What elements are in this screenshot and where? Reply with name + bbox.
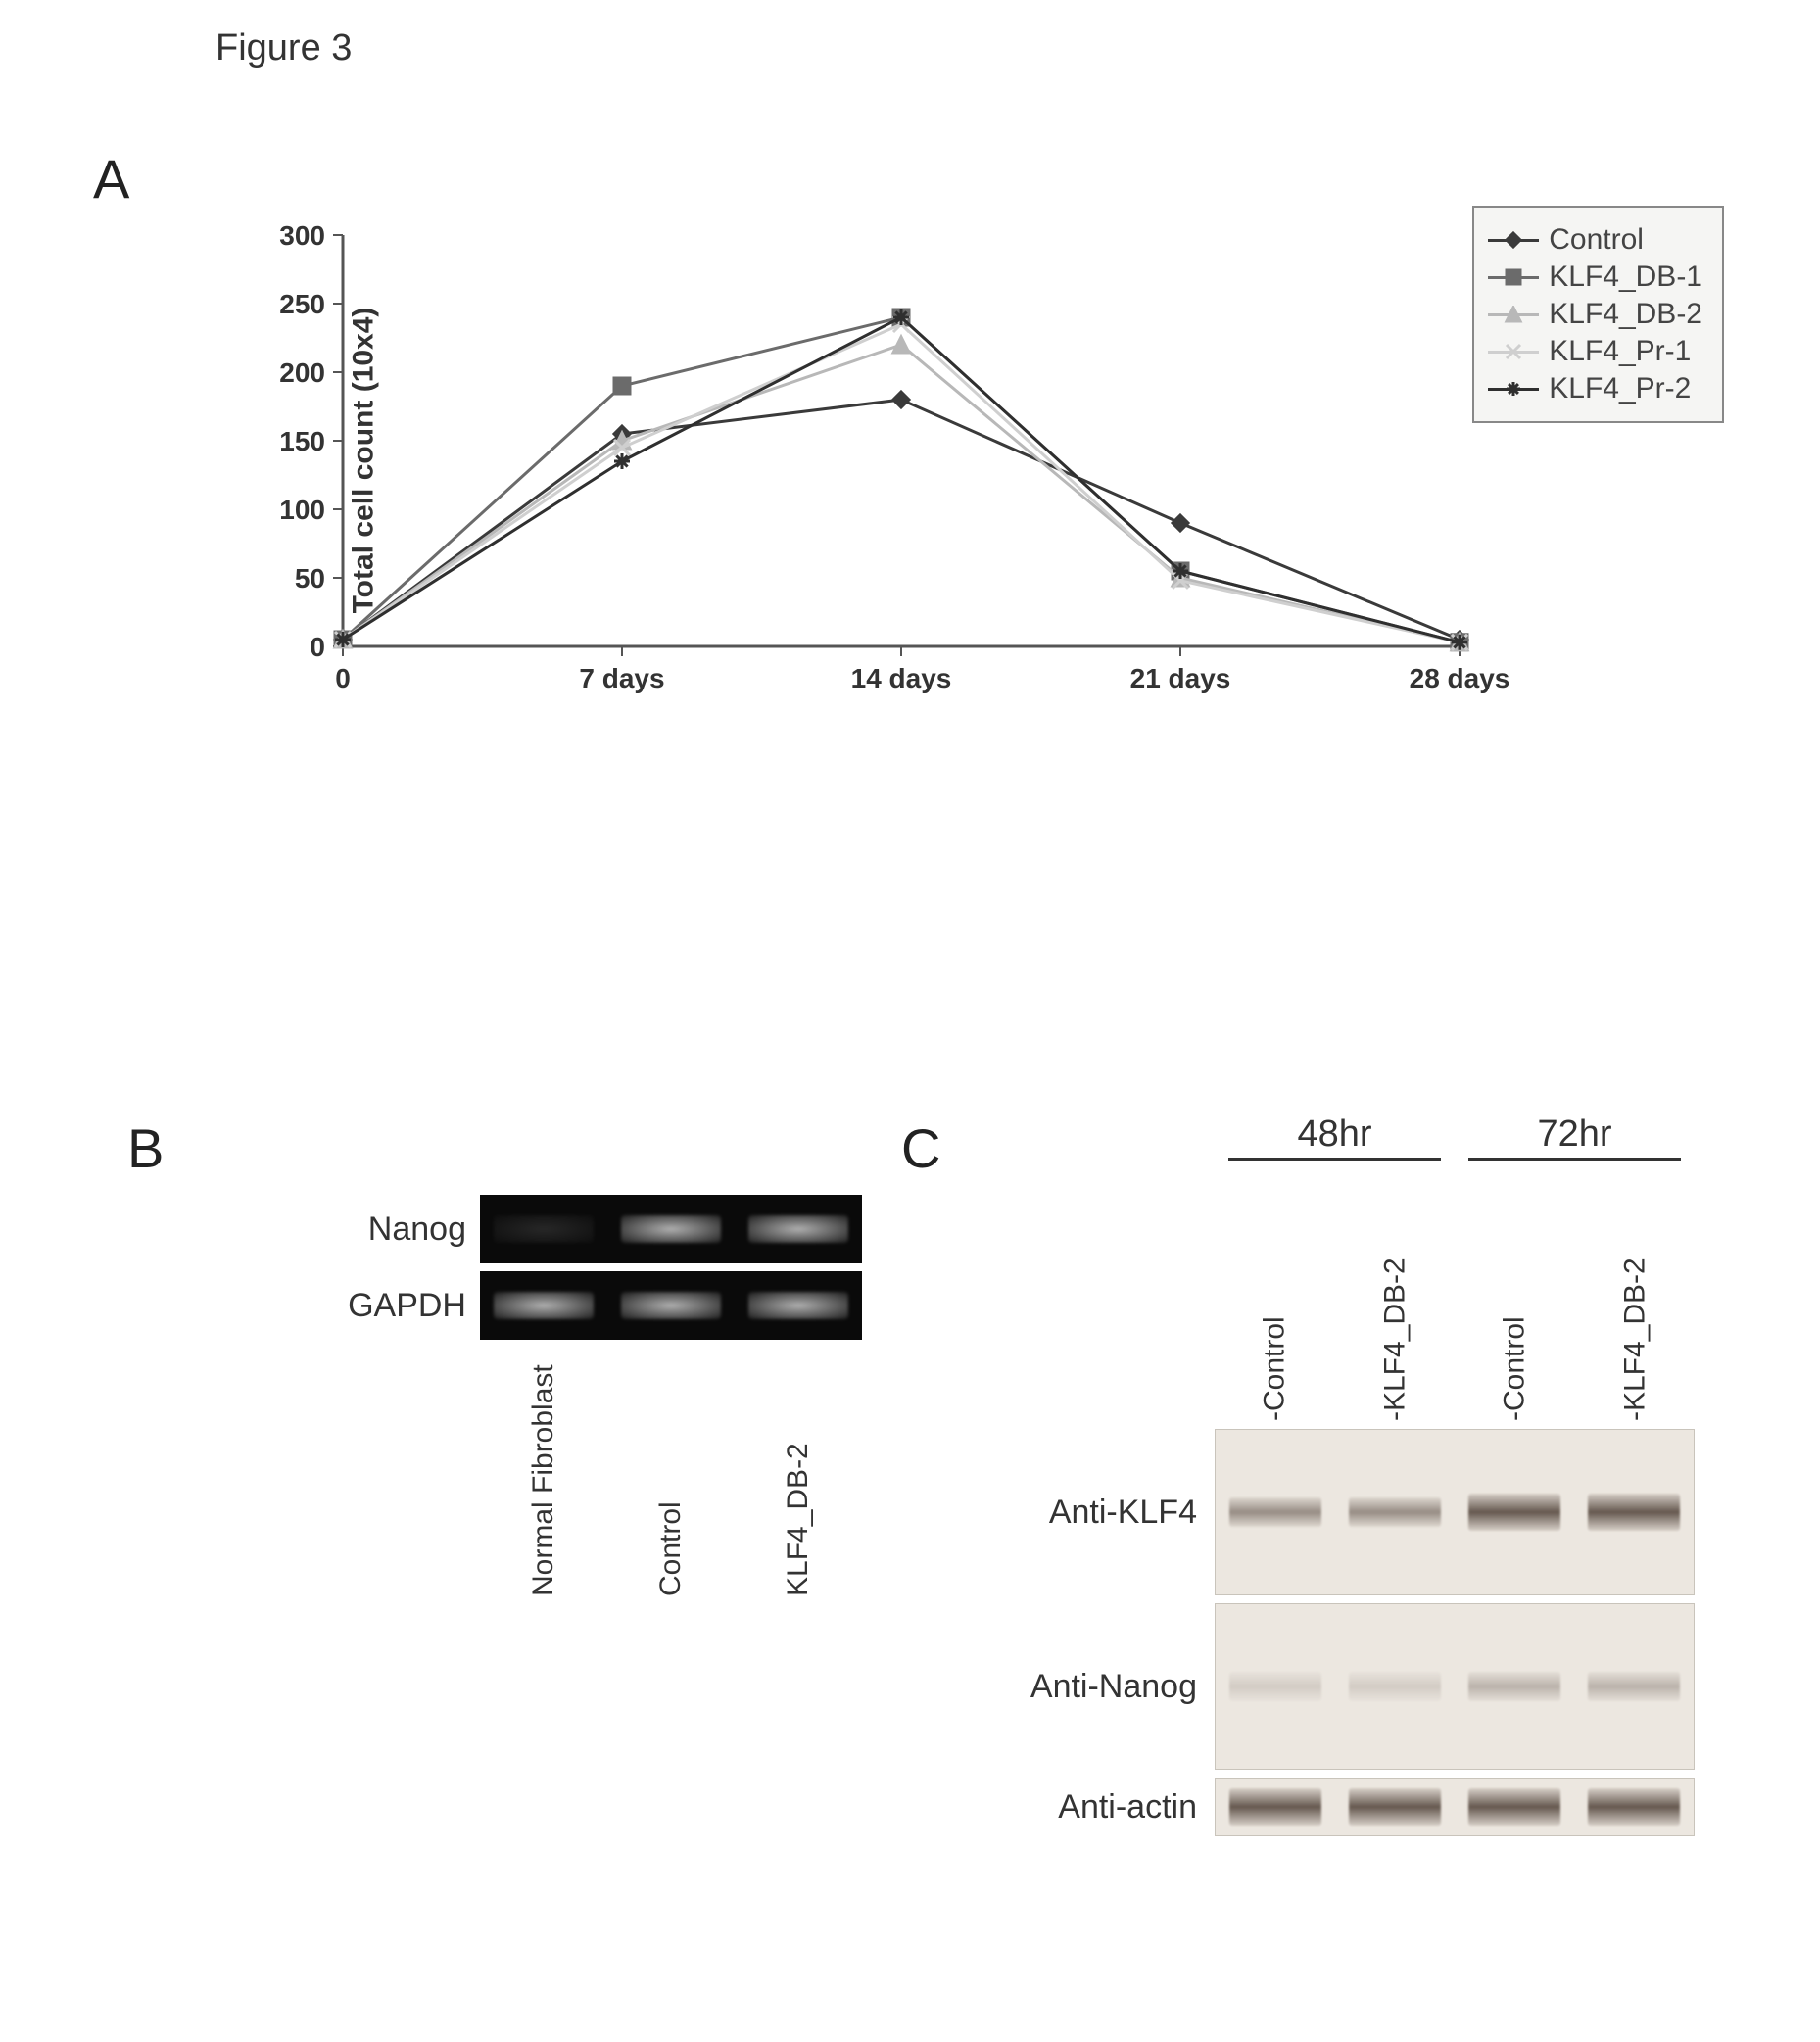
gel-strip [480,1271,862,1340]
gel-row: GAPDH [333,1271,862,1340]
western-band [1588,1672,1679,1701]
legend-label: KLF4_Pr-2 [1549,372,1691,405]
panel-b-label: B [127,1116,164,1180]
blot-row-label: Anti-Nanog [989,1668,1215,1706]
blot-row-label: Anti-actin [989,1788,1215,1827]
legend-label: KLF4_DB-2 [1549,298,1702,331]
legend-item: KLF4_Pr-2 [1488,372,1702,405]
legend-label: Control [1549,223,1644,257]
western-band [1588,1788,1679,1826]
lane-label: -Control [1455,1166,1575,1421]
panel-c-label: C [901,1116,940,1180]
blot-row: Anti-actin [989,1778,1695,1836]
svg-text:0: 0 [335,663,351,693]
lane-label: -Control [1215,1166,1335,1421]
chart-a: Total cell count (10x4) 0 50 100 150 200 250 3… [264,196,1734,725]
blot-row: Anti-Nanog [989,1603,1695,1770]
western-band [1229,1788,1320,1826]
panel-c-blot: 48hr72hr-Control-KLF4_DB-2-Control-KLF4_… [989,1107,1695,1836]
lane-label: Normal Fibroblast [480,1348,607,1602]
blot-strip [1215,1778,1695,1836]
gel-row: Nanog [333,1195,862,1263]
svg-text:14 days: 14 days [851,663,952,693]
western-band [1468,1788,1559,1826]
panel-a-label: A [93,147,129,211]
svg-text:50: 50 [295,563,325,594]
lane-label: Control [607,1348,735,1602]
svg-text:0: 0 [310,632,325,662]
legend-label: KLF4_Pr-1 [1549,335,1691,368]
svg-text:200: 200 [279,357,325,388]
lane-label: -KLF4_DB-2 [1575,1166,1696,1421]
svg-text:100: 100 [279,495,325,525]
legend-item: KLF4_Pr-1 [1488,335,1702,368]
lane-label: -KLF4_DB-2 [1335,1166,1456,1421]
gel-band [494,1215,593,1243]
svg-text:300: 300 [279,220,325,251]
legend-item: Control [1488,223,1702,257]
blot-strip [1215,1603,1695,1770]
panel-b-gel: Nanog GAPDHNormal FibroblastControlKLF4_D… [333,1195,862,1602]
legend-item: KLF4_DB-1 [1488,261,1702,294]
gel-row-label: GAPDH [333,1287,480,1325]
chart-a-ylabel: Total cell count (10x4) [347,308,380,614]
gel-band [621,1215,720,1243]
svg-text:150: 150 [279,426,325,456]
gel-band [748,1215,847,1243]
western-band [1349,1672,1440,1701]
western-band [1349,1497,1440,1527]
blot-strip [1215,1429,1695,1595]
legend-item: KLF4_DB-2 [1488,298,1702,331]
gel-strip [480,1195,862,1263]
western-band [1588,1494,1679,1531]
blot-row: Anti-KLF4 [989,1429,1695,1595]
western-band [1468,1672,1559,1701]
western-band [1229,1672,1320,1701]
western-band [1349,1788,1440,1826]
svg-text:21 days: 21 days [1130,663,1231,693]
gel-band [621,1292,720,1319]
svg-text:7 days: 7 days [579,663,664,693]
gel-row-label: Nanog [333,1211,480,1249]
blot-row-label: Anti-KLF4 [989,1494,1215,1532]
svg-text:250: 250 [279,289,325,319]
gel-band [494,1292,593,1319]
western-band [1468,1494,1559,1531]
figure-title: Figure 3 [216,27,352,70]
timepoint-label: 48hr [1215,1114,1455,1156]
timepoint-label: 72hr [1455,1114,1695,1156]
chart-a-legend: Control KLF4_DB-1 KLF4_DB-2 KLF4_Pr-1 KLF4_P… [1472,206,1724,423]
lane-label: KLF4_DB-2 [735,1348,862,1602]
gel-band [748,1292,847,1319]
western-band [1229,1497,1320,1527]
legend-label: KLF4_DB-1 [1549,261,1702,294]
svg-text:28 days: 28 days [1410,663,1510,693]
